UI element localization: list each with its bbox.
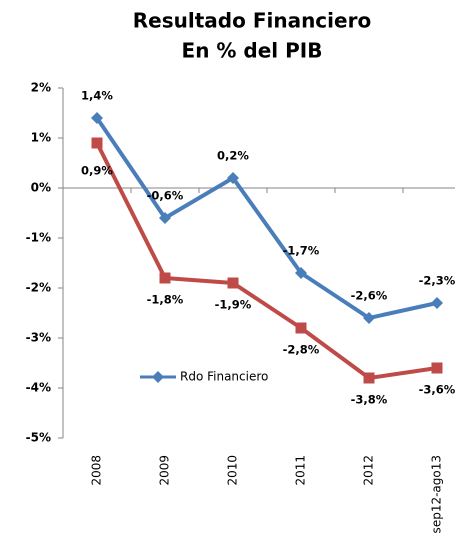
x-tick-label: 2010 — [226, 455, 240, 486]
point — [295, 322, 307, 334]
x-tick-label: 2008 — [90, 455, 104, 486]
series-line — [95, 142, 438, 380]
y-tick-label: 2% — [31, 81, 51, 95]
y-tick-label: -2% — [26, 281, 51, 295]
x-tick-label: 2012 — [362, 455, 376, 486]
point — [295, 267, 307, 279]
x-tick-label: sep12-ago13 — [430, 455, 444, 533]
y-tick-label: -5% — [26, 431, 51, 445]
legend-label: Rdo Financiero — [180, 370, 268, 384]
point — [159, 212, 171, 224]
value-label: 0,2% — [217, 149, 249, 163]
series-line — [95, 116, 438, 320]
value-label: 0,9% — [81, 164, 113, 178]
value-label: -1,7% — [283, 244, 320, 258]
x-tick-label: 2011 — [294, 455, 308, 486]
value-label: -2,3% — [419, 274, 455, 288]
value-label: 1,4% — [81, 89, 113, 103]
point — [431, 297, 443, 309]
point — [227, 172, 239, 184]
point — [227, 277, 239, 289]
chart-title: Resultado Financiero — [133, 9, 371, 33]
point — [159, 272, 171, 284]
point — [91, 137, 103, 149]
point — [363, 372, 375, 384]
value-label: -2,6% — [351, 289, 388, 303]
y-tick-label: 0% — [31, 181, 51, 195]
point — [363, 312, 375, 324]
value-label: -1,8% — [147, 293, 184, 307]
legend-marker — [152, 371, 164, 383]
value-label: -2,8% — [283, 343, 320, 357]
value-label: -0,6% — [147, 189, 184, 203]
value-label: -3,8% — [351, 393, 388, 407]
value-label: -3,6% — [419, 383, 455, 397]
x-tick-label: 2009 — [158, 455, 172, 486]
y-tick-label: -3% — [26, 331, 51, 345]
y-tick-label: 1% — [31, 131, 51, 145]
y-tick-label: -4% — [26, 381, 51, 395]
chart-subtitle: En % del PIB — [182, 39, 323, 63]
value-label: -1,9% — [215, 298, 252, 312]
point — [431, 362, 443, 374]
point — [91, 112, 103, 124]
y-tick-label: -1% — [26, 231, 51, 245]
